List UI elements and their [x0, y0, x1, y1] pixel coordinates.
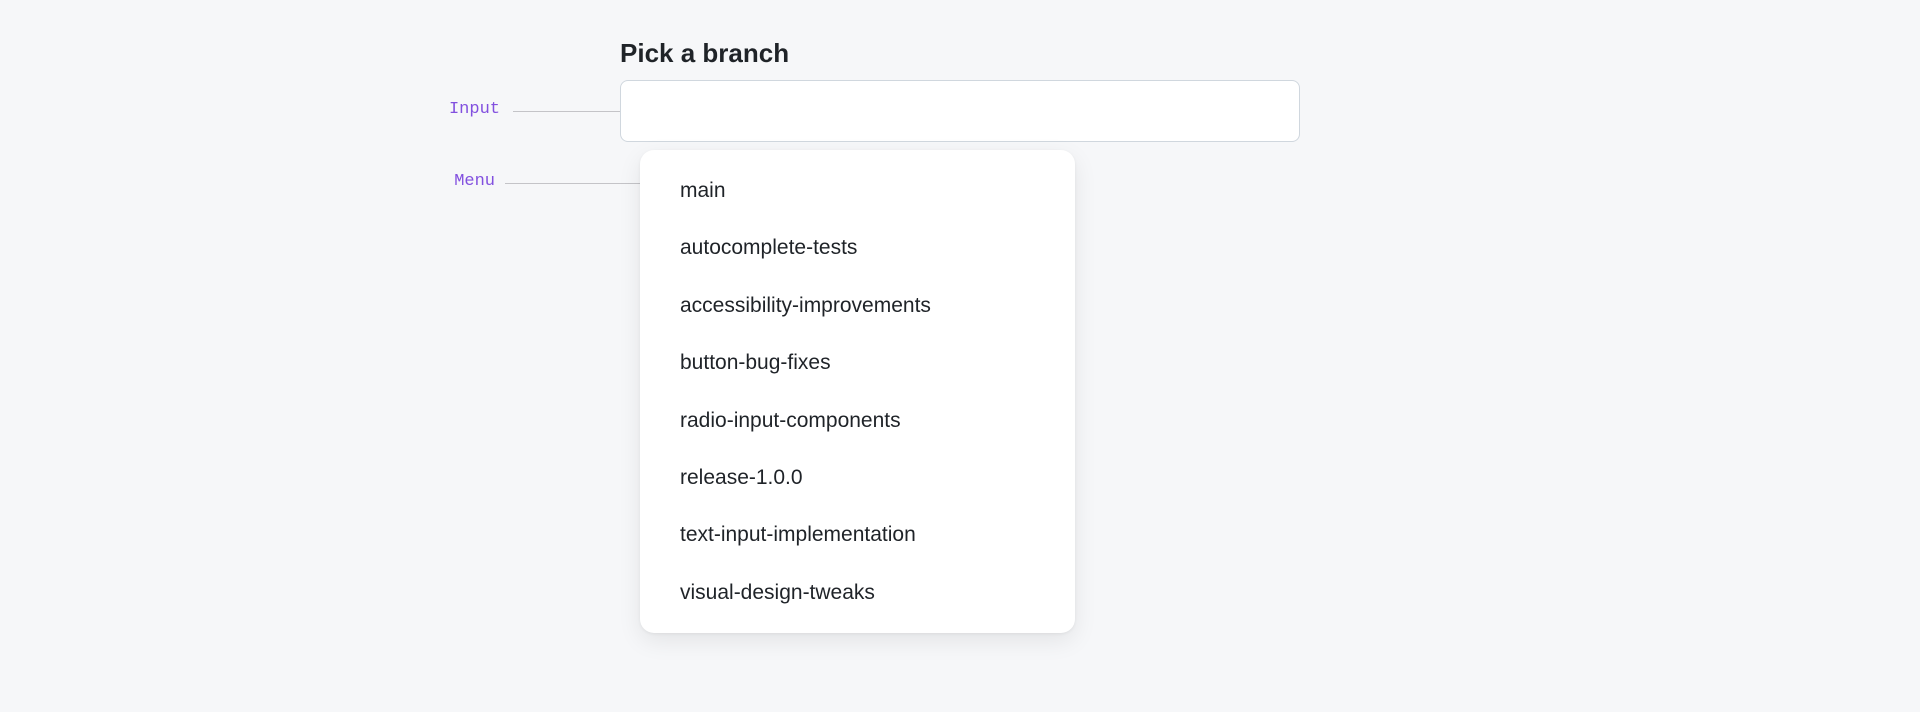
autocomplete-anatomy: Input Menu Pick a branch main autocomple…	[0, 0, 1920, 712]
autocomplete-title: Pick a branch	[620, 38, 789, 69]
autocomplete-menu: main autocomplete-tests accessibility-im…	[640, 150, 1075, 633]
menu-item[interactable]: main	[640, 162, 1075, 219]
menu-item[interactable]: accessibility-improvements	[640, 277, 1075, 334]
branch-input[interactable]	[620, 80, 1300, 142]
menu-item[interactable]: visual-design-tweaks	[640, 564, 1075, 621]
annotation-menu-label: Menu	[430, 172, 495, 191]
menu-item[interactable]: button-bug-fixes	[640, 334, 1075, 391]
menu-item[interactable]: release-1.0.0	[640, 449, 1075, 506]
menu-item[interactable]: autocomplete-tests	[640, 219, 1075, 276]
menu-item[interactable]: text-input-implementation	[640, 506, 1075, 563]
annotation-menu-line	[505, 183, 640, 184]
menu-item[interactable]: radio-input-components	[640, 392, 1075, 449]
annotation-input-label: Input	[430, 100, 500, 119]
